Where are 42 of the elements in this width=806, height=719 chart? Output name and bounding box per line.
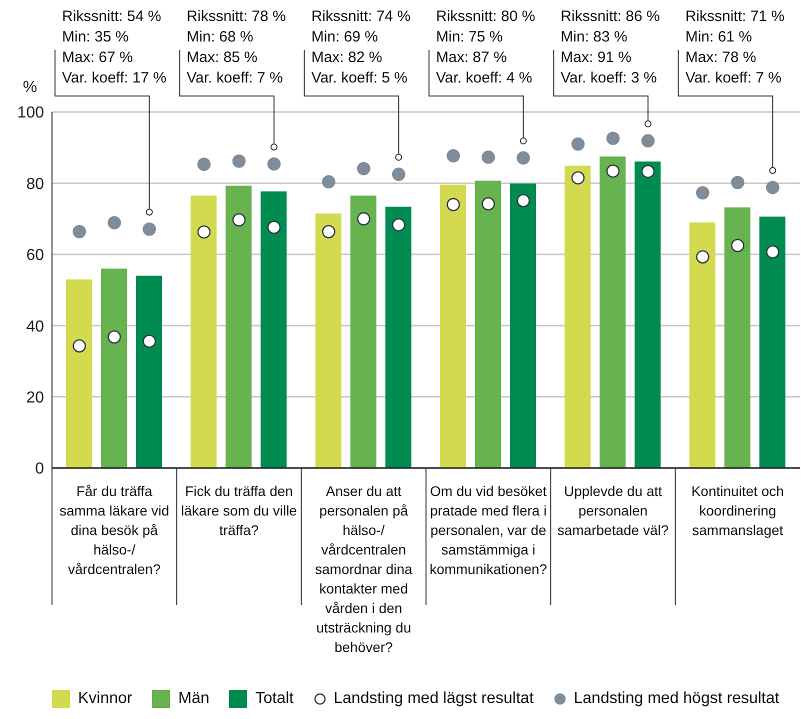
bar [385,206,412,468]
bar [600,156,626,468]
x-tick-label: Fick du träffa den läkare som du ville träffa? [181,483,298,538]
y-tick-label: 100 [17,104,44,122]
bar [315,213,342,468]
legend-label: Totalt [255,690,294,708]
bar [510,184,536,468]
text: Rikssnitt: 80 % Min: 75 % Max: 87 % Var. koeff: 4 % [436,8,536,86]
bar [564,166,591,468]
bar [260,191,287,468]
x-tick-label: Får du träffa samma läkare vid dina besök på hälso-/vårdcentralen? [59,483,170,577]
text: Rikssnitt: 78 % Min: 68 % Max: 85 % Var. koeff: 7 % [186,8,286,86]
y-tick-label: 40 [26,318,44,336]
bar [350,196,376,468]
bar [759,216,786,468]
y-tick-label: 80 [26,176,44,193]
legend-label: Landsting med lägst resultat [334,690,534,708]
bar [475,180,501,468]
bar [66,279,92,468]
legend-label: Landsting med högst resultat [574,690,780,708]
bar [440,184,466,468]
bar [101,268,127,468]
x-tick-label: Kontinuitet och koordinering sammanslaget [691,483,784,538]
legend-label: Män [178,690,210,708]
text: Rikssnitt: 54 % Min: 35 % Max: 67 % Var. koeff: 17 % [62,8,167,86]
text: Rikssnitt: 86 % Min: 83 % Max: 91 % Var. koeff: 3 % [560,8,660,86]
y-tick-label: 60 [26,247,44,264]
bar [190,196,217,468]
text: Rikssnitt: 71 % Min: 61 % Max: 78 % Var. koeff: 7 % [685,8,785,86]
x-tick-label: Om du vid besöket pratade med flera i personalen, var de samstämmiga i kommunikationen? [430,483,548,577]
y-tick-label: 0 [35,460,44,478]
legend-label: Kvinnor [78,690,132,708]
bar [226,186,252,468]
bar [634,161,661,468]
y-tick-label: 20 [26,389,44,406]
bar [724,207,750,468]
text: Rikssnitt: 74 % Min: 69 % Max: 82 % Var. koeff: 5 % [311,8,411,86]
bar [136,276,162,468]
y-axis-title: % [22,79,38,96]
category-label: Anser du att personalen på hälso-/vårdcentralen samordnar dina kontakter med vården i den utsträckning du behöver? [315,483,412,655]
bar [689,222,716,468]
x-tick-label: Upplevde du att personalen samarbetade väl? [557,483,669,538]
